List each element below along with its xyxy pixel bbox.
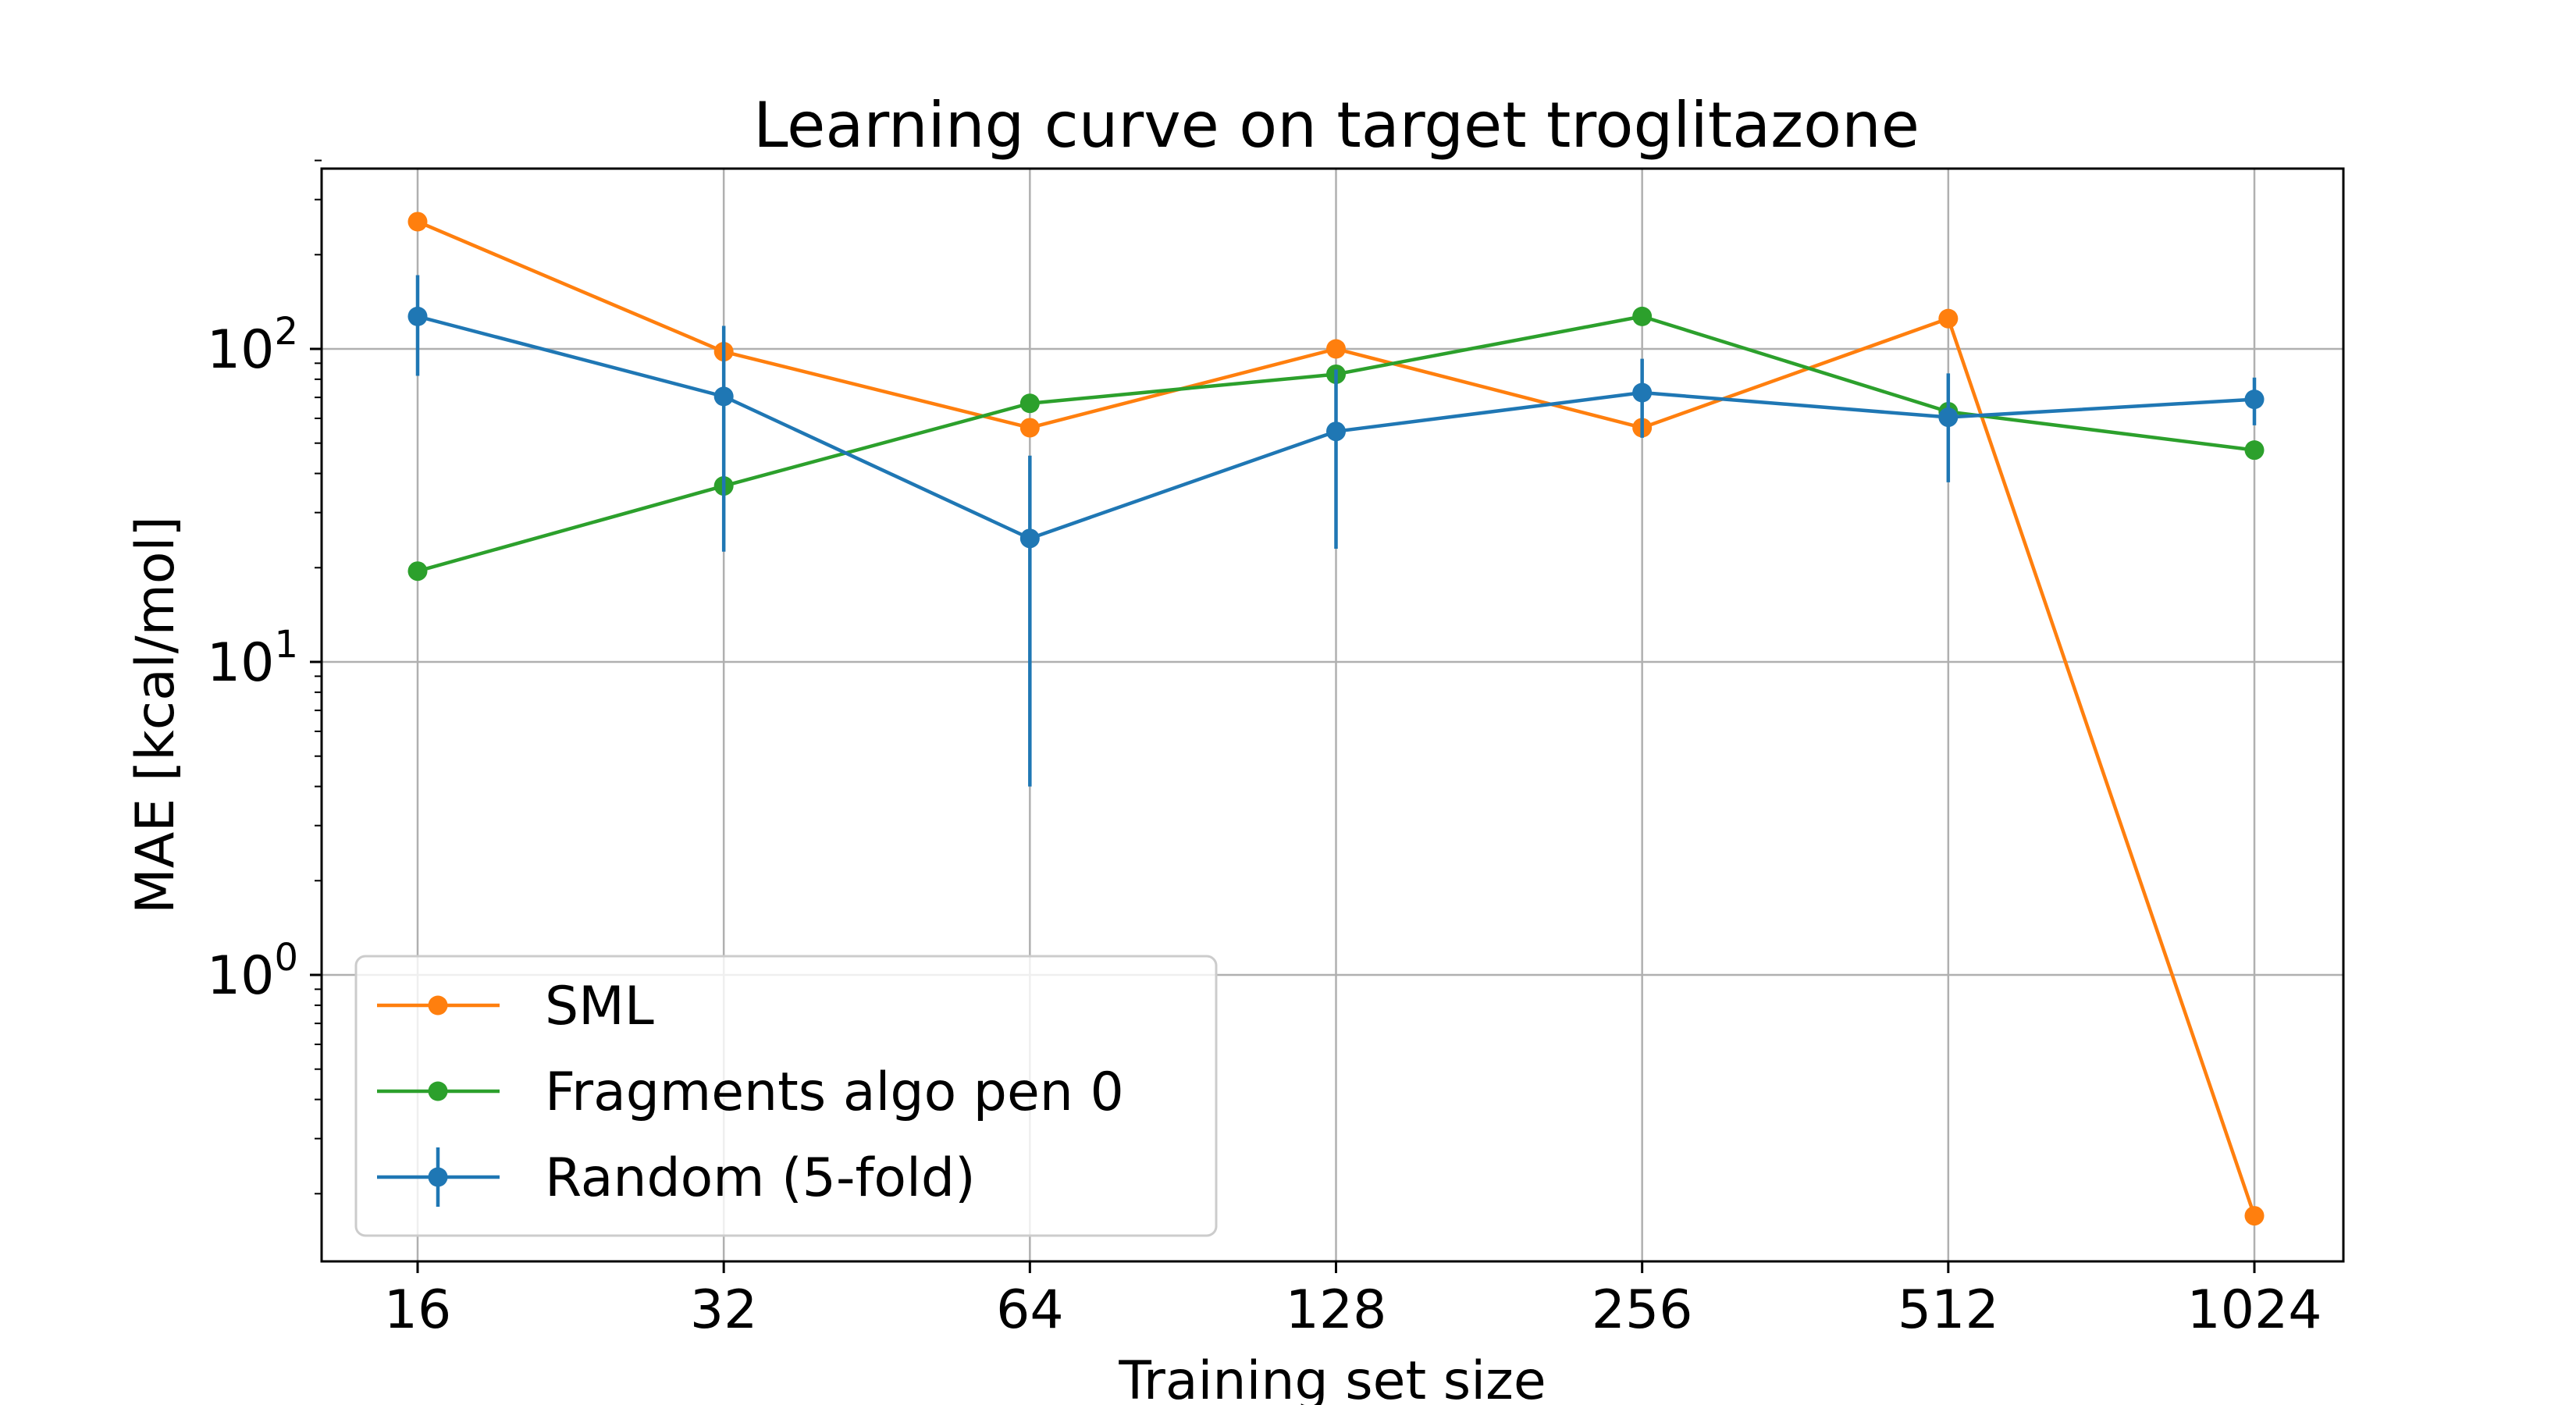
x-tick-label: 16: [384, 1279, 452, 1341]
data-point: [1019, 393, 1040, 414]
data-point: [407, 561, 428, 582]
data-point: [1632, 306, 1653, 326]
data-point: [407, 306, 428, 326]
data-point: [1632, 382, 1653, 403]
data-point: [1938, 308, 1959, 329]
legend-label: Fragments algo pen 0: [545, 1062, 1124, 1123]
data-point: [713, 386, 734, 407]
data-point: [407, 212, 428, 232]
plot-area: [320, 167, 2345, 1263]
y-axis-label: MAE [kcal/mol]: [125, 516, 187, 914]
legend-marker: [428, 1081, 448, 1101]
y-tick-label: 102: [207, 310, 298, 381]
series-layer: [407, 212, 2265, 1226]
legend-marker: [428, 1167, 448, 1187]
legend-label: SML: [545, 976, 654, 1037]
y-tick-label: 101: [207, 623, 298, 694]
data-point: [1326, 339, 1346, 359]
series-random-5-fold: [407, 275, 2265, 787]
data-point: [2244, 1206, 2265, 1226]
legend-box: [354, 955, 1218, 1237]
chart-title: Learning curve on target troglitazone: [753, 89, 1920, 162]
legend-label: Random (5-fold): [545, 1147, 976, 1209]
data-point: [1019, 418, 1040, 438]
data-point: [1326, 422, 1346, 442]
x-axis-label: Training set size: [1118, 1350, 1546, 1405]
y-tick-label: 100: [207, 936, 298, 1007]
legend-marker: [428, 995, 448, 1016]
x-tick-label: 512: [1898, 1279, 1999, 1341]
x-tick-label: 128: [1286, 1279, 1387, 1341]
legend-entry: Fragments algo pen 0: [377, 1062, 1124, 1123]
legend: SML Fragments algo pen 0 Random (5-fold): [354, 955, 1218, 1237]
legend-entry: Random (5-fold): [377, 1147, 976, 1209]
data-point: [2244, 389, 2265, 410]
x-tick-label: 1024: [2186, 1279, 2322, 1341]
data-point: [1938, 407, 1959, 428]
data-point: [1019, 528, 1040, 549]
x-tick-label: 64: [996, 1279, 1064, 1341]
axis-ticks: 16 32 64 128 256 512 1024 100 101 102: [207, 159, 2322, 1341]
x-tick-label: 256: [1592, 1279, 1693, 1341]
legend-entry: SML: [377, 976, 654, 1037]
data-point: [2244, 440, 2265, 461]
x-tick-label: 32: [690, 1279, 758, 1341]
